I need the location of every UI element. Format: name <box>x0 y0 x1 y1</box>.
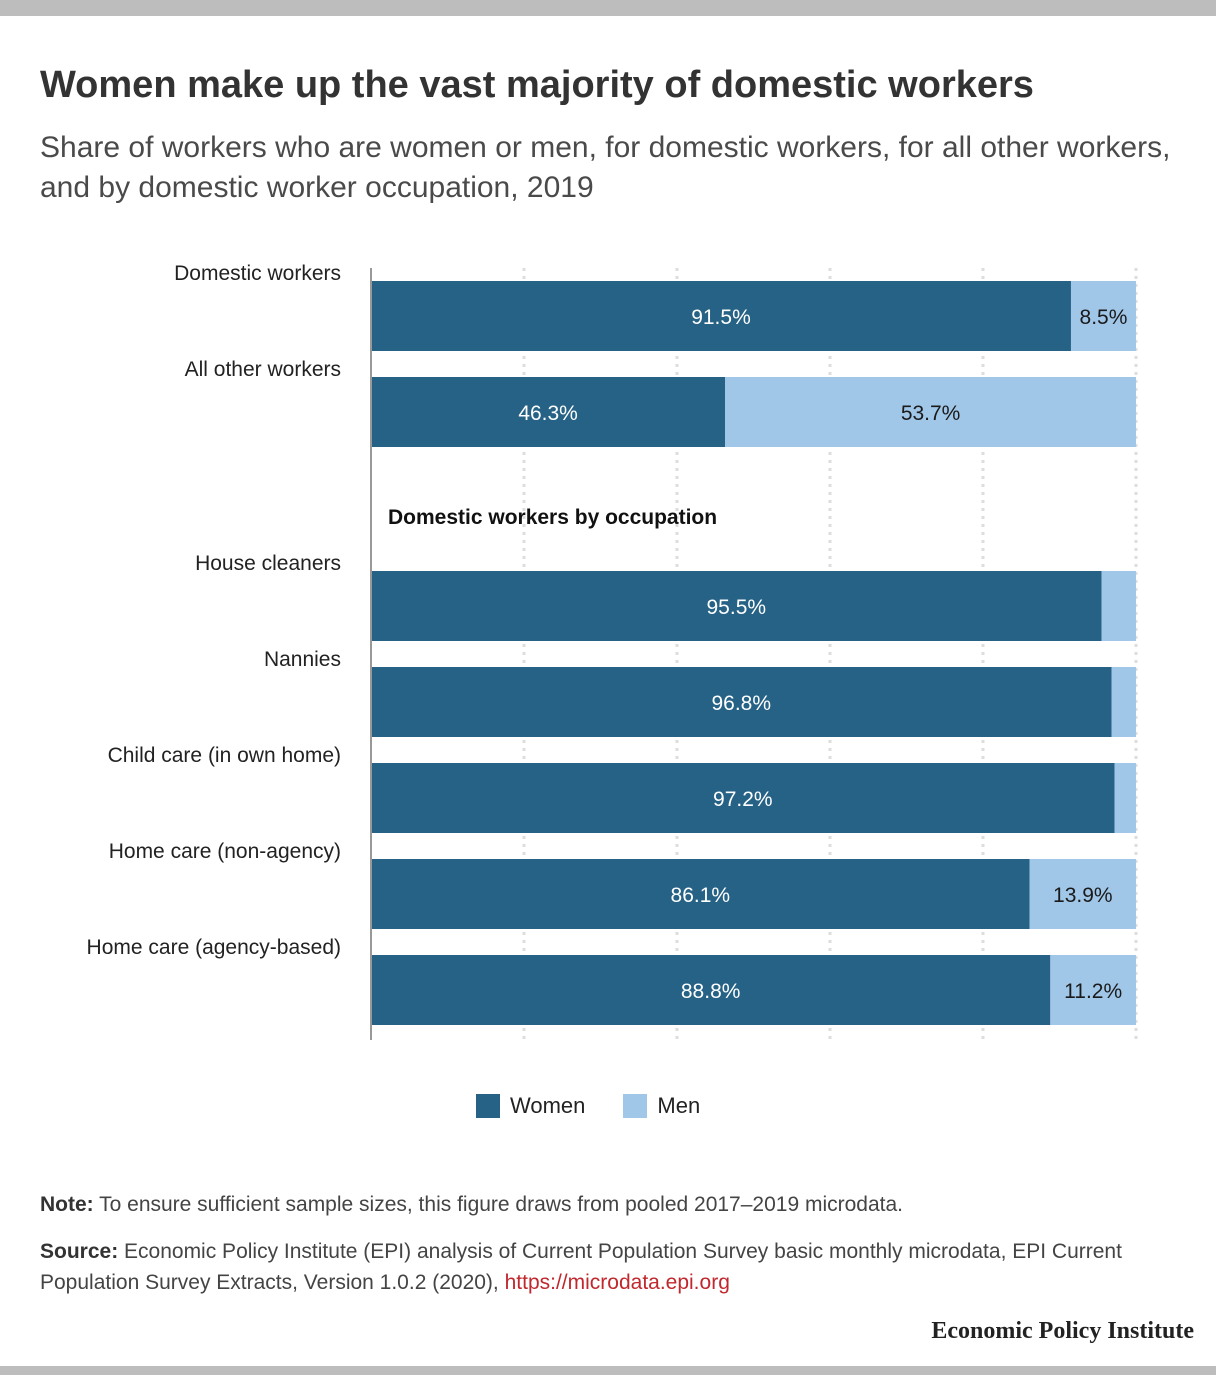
data-label-women: 46.3% <box>518 402 578 425</box>
chart-title: Women make up the vast majority of domes… <box>40 64 1034 106</box>
data-label-women: 91.5% <box>691 306 751 329</box>
category-label: Home care (non-agency) <box>109 840 341 863</box>
note: Note: To ensure sufficient sample sizes,… <box>40 1190 1190 1220</box>
data-label-men: 13.9% <box>1053 884 1113 907</box>
data-label-men: 53.7% <box>901 402 961 425</box>
bar-men <box>1114 763 1136 833</box>
category-label: Domestic workers <box>174 262 341 285</box>
data-label-men: 8.5% <box>1080 306 1128 329</box>
legend-item-men: Men <box>623 1093 700 1119</box>
bar-men <box>1050 955 1136 1025</box>
category-label: Nannies <box>264 648 341 671</box>
legend-label-men: Men <box>657 1093 701 1118</box>
data-label-men: 11.2% <box>1064 980 1122 1003</box>
data-label-women: 96.8% <box>711 692 771 715</box>
bar-men <box>725 377 1136 447</box>
bottom-rule <box>0 1366 1216 1375</box>
category-label: Child care (in own home) <box>108 744 341 767</box>
stacked-bar-chart: Domestic workers by occupation Domestic w… <box>87 262 1138 1040</box>
bar-men <box>1111 667 1136 737</box>
epi-logo-text: Economic Policy Institute <box>931 1318 1194 1344</box>
note-text: To ensure sufficient sample sizes, this … <box>93 1193 904 1216</box>
bar-women <box>371 377 726 447</box>
bar-men <box>1101 571 1136 641</box>
legend-swatch-women <box>476 1094 500 1118</box>
bar-women <box>371 859 1030 929</box>
source-link[interactable]: https://microdata.epi.org <box>504 1271 730 1294</box>
top-rule <box>0 0 1216 16</box>
source-text: Economic Policy Institute (EPI) analysis… <box>40 1240 1122 1294</box>
legend: Women Men <box>476 1093 738 1119</box>
source: Source: Economic Policy Institute (EPI) … <box>40 1236 1190 1298</box>
category-label: All other workers <box>185 358 341 381</box>
source-label: Source: <box>40 1240 119 1263</box>
data-label-women: 86.1% <box>671 884 731 907</box>
note-label: Note: <box>40 1193 94 1216</box>
bar-men <box>1070 281 1136 351</box>
data-label-women: 97.2% <box>713 788 773 811</box>
bar-women <box>371 763 1115 833</box>
bar-women <box>371 281 1071 351</box>
data-label-women: 95.5% <box>707 596 767 619</box>
section-heading: Domestic workers by occupation <box>388 506 717 529</box>
bar-men <box>1029 859 1136 929</box>
data-label-women: 88.8% <box>681 980 741 1003</box>
category-label: Home care (agency-based) <box>87 936 341 959</box>
bar-women <box>371 571 1102 641</box>
bar-women <box>371 667 1112 737</box>
bar-women <box>371 955 1051 1025</box>
category-label: House cleaners <box>195 552 341 575</box>
legend-item-women: Women <box>476 1093 585 1119</box>
chart-subtitle: Share of workers who are women or men, f… <box>40 131 1171 204</box>
legend-label-women: Women <box>510 1093 586 1118</box>
legend-swatch-men <box>623 1094 648 1118</box>
